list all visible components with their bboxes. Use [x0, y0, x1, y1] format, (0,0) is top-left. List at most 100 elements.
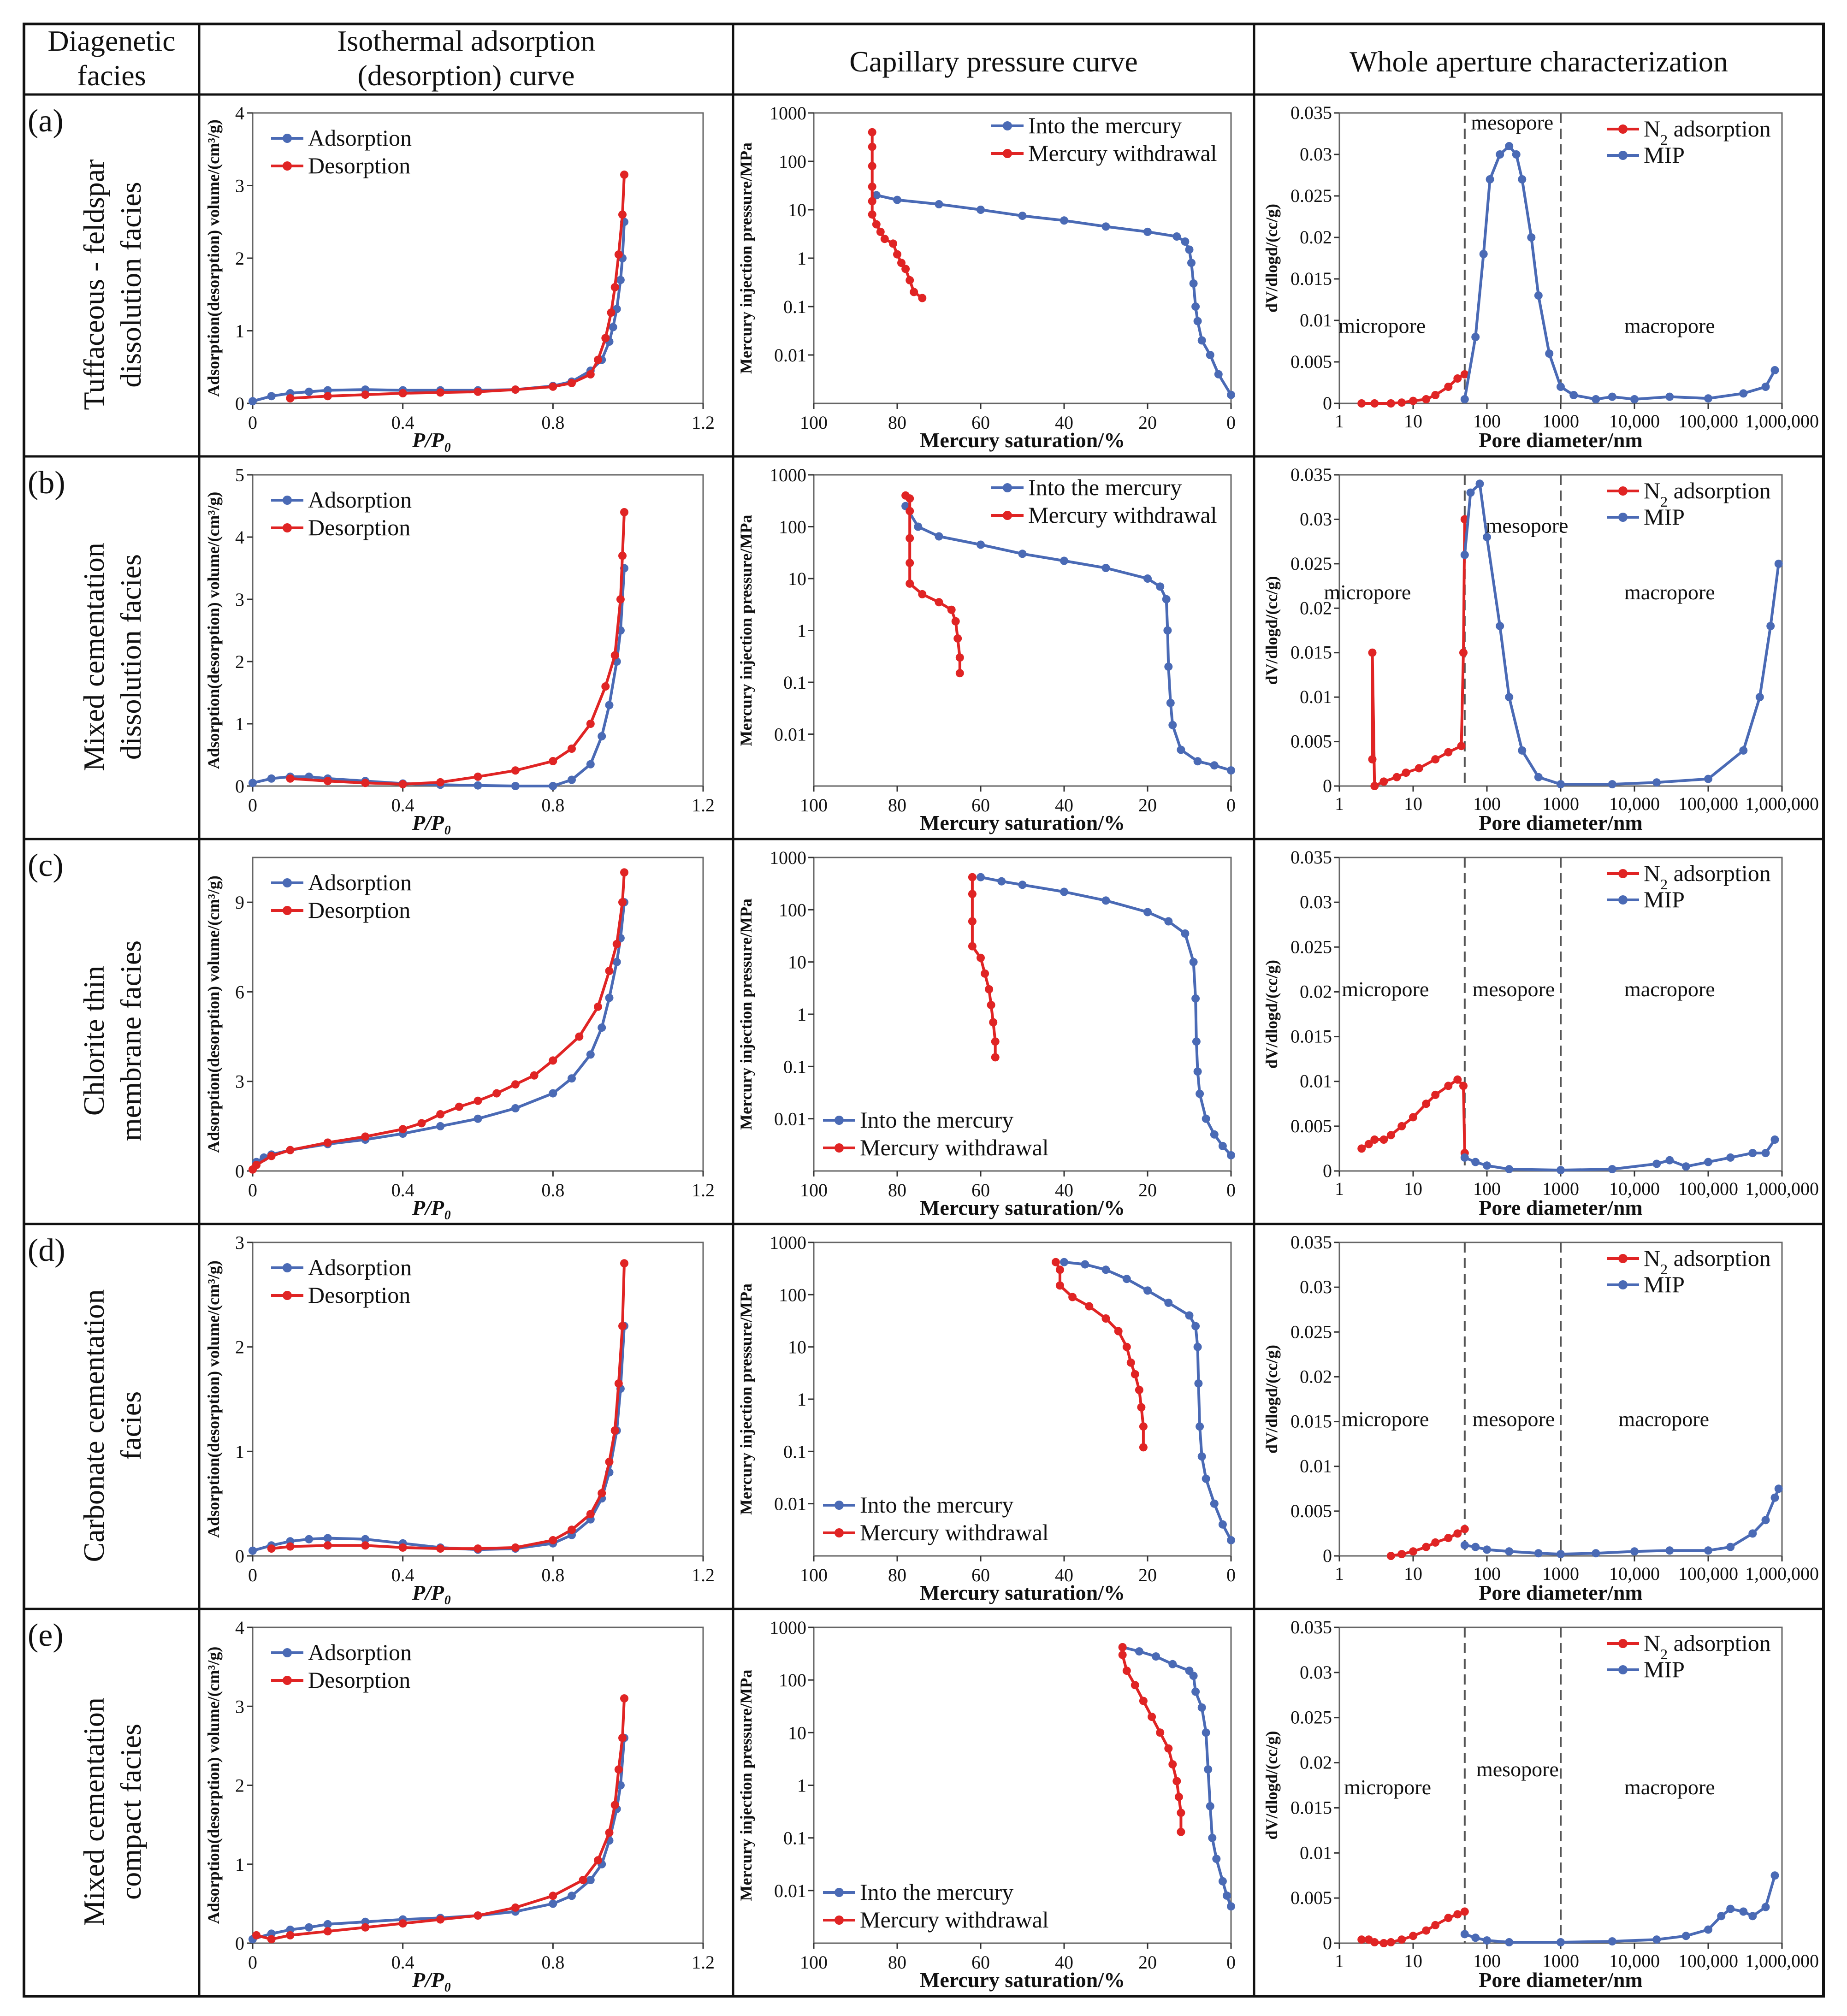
- pore-ylabel: dV/dlogd/(cc/g): [1262, 960, 1281, 1069]
- pore-series-n2-point-5: [1397, 1122, 1406, 1130]
- pore-xtick-label-5: 100,000: [1678, 411, 1738, 432]
- pore-xtick-label-0: 1: [1335, 1951, 1344, 1971]
- pore-xtick-label-5: 100,000: [1678, 1563, 1738, 1584]
- pore-series-mip-point-5: [1608, 1937, 1616, 1946]
- pore-series-n2-point-3: [1379, 777, 1388, 786]
- pore-series-n2-point-7: [1431, 755, 1440, 764]
- capillary-series-into-point-10: [1185, 245, 1194, 254]
- pore-series-mip-point-11: [1704, 774, 1712, 783]
- pore-series-n2-point-3: [1379, 1939, 1388, 1947]
- capillary-series-withdrawal-point-10: [1174, 1792, 1183, 1801]
- isotherm-ytick-label-4: 4: [235, 103, 244, 124]
- isotherm-xtick-label-0: 0: [248, 795, 257, 816]
- pore-series-mip-point-2: [1483, 1545, 1491, 1554]
- isotherm-series-desorption-point-0: [620, 1694, 628, 1703]
- pore-series-mip-point-11: [1557, 383, 1565, 391]
- isotherm-ytick-label-0: 0: [235, 1933, 244, 1954]
- pore-series-mip-point-12: [1761, 1516, 1770, 1525]
- isotherm-xtick-label-2: 0.8: [541, 795, 564, 816]
- isotherm-desorption-legend-marker: [283, 1291, 292, 1300]
- pore-series-mip-point-6: [1652, 1935, 1661, 1944]
- isotherm-ytick-label-1: 1: [235, 321, 244, 342]
- capillary-series-withdrawal-point-4: [977, 953, 985, 962]
- pore-ytick-label-7: 0.035: [1291, 1232, 1332, 1253]
- capillary-xtick-label-4: 20: [1138, 1180, 1157, 1200]
- capillary-ytick-label-0: 1000: [770, 465, 806, 485]
- pore-chart: 1 10 100 1000 10,000 100,000 1,000,000 0 0.005 0.…: [1262, 847, 1819, 1219]
- capillary-into-legend-marker: [835, 1501, 844, 1510]
- pore-series-n2-point-5: [1402, 769, 1410, 777]
- isotherm-series-adsorption-point-17: [616, 276, 625, 284]
- pore-series-n2-point-6: [1431, 391, 1440, 399]
- pore-xtick-label-4: 10,000: [1609, 411, 1660, 432]
- capillary-series-withdrawal-point-7: [1122, 1342, 1131, 1351]
- capillary-series-into-point-15: [1227, 1536, 1235, 1544]
- capillary-series-into-point-2: [935, 532, 943, 541]
- capillary-into-legend-marker: [835, 1888, 844, 1897]
- capillary-series-withdrawal-point-5: [1148, 1713, 1156, 1721]
- capillary-series-into-point-13: [1168, 721, 1177, 729]
- capillary-series-withdrawal-point-5: [906, 579, 914, 588]
- isotherm-xtick-label-2: 0.8: [541, 1565, 564, 1585]
- isotherm-ylabel: Adsorption(desorption) volume/(cm³/g): [204, 119, 223, 397]
- isotherm-series-desorption-point-12: [436, 388, 445, 397]
- isotherm-adsorption-legend-label: Adsorption: [308, 487, 412, 513]
- pore-series-mip-point-3: [1505, 1165, 1514, 1174]
- pore-series-mip-point-10: [1726, 1904, 1735, 1913]
- isotherm-ylabel: Adsorption(desorption) volume/(cm³/g): [204, 1260, 223, 1538]
- pore-series-n2-point-1: [1397, 1550, 1406, 1559]
- facies-name-line1: Carbonate cementation: [77, 1289, 110, 1562]
- pore-ytick-label-2: 0.01: [1300, 1071, 1332, 1092]
- capillary-ylabel: Mercury injection pressure/MPa: [737, 1670, 755, 1901]
- n2-legend-subscript: 2: [1660, 131, 1668, 148]
- isotherm-xtick-label-3: 1.2: [692, 795, 715, 816]
- capillary-series-into-point-14: [1193, 317, 1202, 325]
- capillary-series-withdrawal-line: [870, 132, 924, 299]
- capillary-series-into-point-2: [1101, 1265, 1110, 1274]
- isotherm-series-desorption-point-1: [618, 1733, 627, 1742]
- capillary-xtick-label-2: 60: [971, 1565, 990, 1585]
- pore-series-mip-point-0: [1460, 1153, 1469, 1162]
- capillary-series-withdrawal-point-7: [1164, 1744, 1173, 1753]
- header-isotherm-line2: (desorption) curve: [358, 59, 575, 92]
- capillary-ytick-label-4: 0.1: [783, 672, 806, 693]
- isotherm-series-desorption-point-10: [436, 778, 445, 786]
- capillary-ytick-label-0: 1000: [770, 1617, 806, 1638]
- pore-series-n2-point-3: [1422, 1543, 1431, 1551]
- capillary-series-withdrawal-point-6: [985, 985, 994, 993]
- isotherm-chart: 0 0.4 0.8 1.2 0 1 2 3 4 P/P₀ Adsorption(desorption…: [204, 1617, 715, 1992]
- facies-name-line1: Tuffaceous - feldspar: [77, 160, 110, 410]
- capillary-ytick-label-2: 10: [788, 568, 806, 589]
- pore-series-mip-point-3: [1505, 1938, 1514, 1946]
- pore-series-n2-point-6: [1415, 764, 1423, 773]
- pore-mip-legend-label: MIP: [1644, 887, 1685, 912]
- capillary-series-withdrawal-point-2: [906, 507, 914, 515]
- isotherm-chart: 0 0.4 0.8 1.2 0 1 2 3 P/P₀ Adsorption(desorption)…: [204, 1232, 715, 1604]
- capillary-ylabel: Mercury injection pressure/MPa: [737, 1283, 755, 1515]
- pore-series-mip-point-13: [1592, 395, 1600, 403]
- capillary-ytick-label-1: 100: [779, 151, 806, 172]
- capillary-ytick-label-3: 1: [797, 1004, 806, 1025]
- capillary-series-into-point-10: [1192, 1037, 1201, 1046]
- pore-annotation-mesopore: mesopore: [1486, 514, 1569, 537]
- pore-ytick-label-0: 0: [1323, 775, 1332, 796]
- n2-legend-subscript: 2: [1660, 1646, 1668, 1662]
- capillary-series-withdrawal-point-7: [987, 1001, 995, 1009]
- pore-series-n2-point-0: [1357, 1935, 1366, 1944]
- isotherm-series-desorption-point-6: [586, 1510, 595, 1519]
- pore-series-n2-point-6: [1409, 1113, 1417, 1122]
- row-label: (d): [28, 1233, 65, 1268]
- isotherm-adsorption-legend-marker: [283, 496, 292, 505]
- isotherm-series-desorption-point-12: [361, 1923, 370, 1932]
- isotherm-series-desorption-line: [290, 174, 626, 400]
- isotherm-series-adsorption-line: [252, 568, 626, 787]
- capillary-series-into-point-8: [1202, 1728, 1210, 1737]
- capillary-series-withdrawal-point-5: [1101, 1314, 1110, 1323]
- capillary-series-withdrawal-point-1: [1055, 1265, 1064, 1274]
- isotherm-ytick-label-5: 5: [235, 465, 244, 485]
- isotherm-ytick-label-3: 3: [235, 176, 244, 196]
- isotherm-series-adsorption-point-12: [586, 1876, 595, 1884]
- isotherm-ylabel: Adsorption(desorption) volume/(cm³/g): [204, 492, 223, 769]
- n2-legend-suffix: adsorption: [1668, 116, 1771, 142]
- capillary-withdrawal-legend-label: Mercury withdrawal: [1028, 140, 1217, 166]
